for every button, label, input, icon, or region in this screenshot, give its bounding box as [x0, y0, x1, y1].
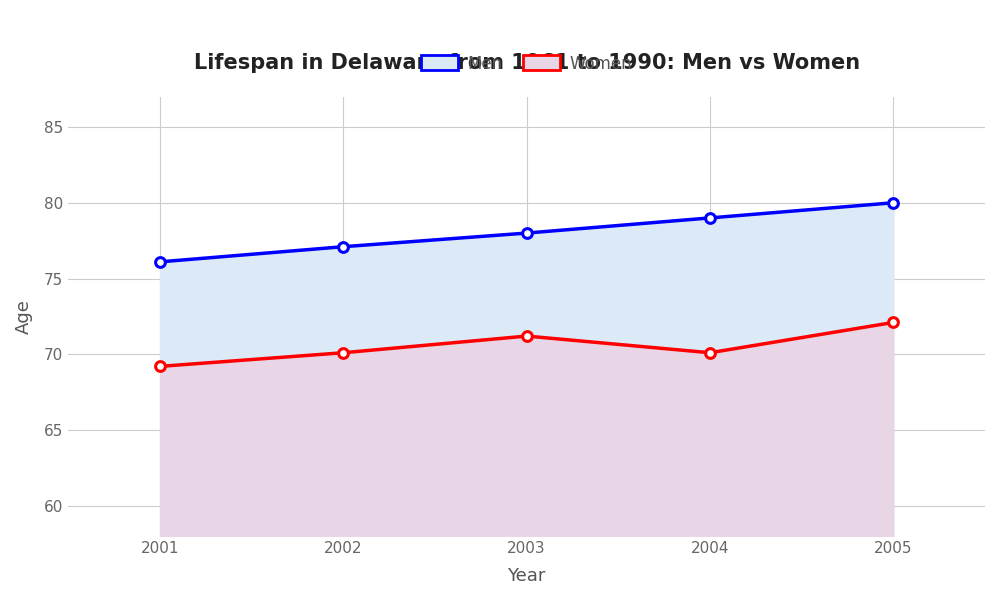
- Title: Lifespan in Delaware from 1961 to 1990: Men vs Women: Lifespan in Delaware from 1961 to 1990: …: [194, 53, 860, 73]
- Y-axis label: Age: Age: [15, 299, 33, 334]
- X-axis label: Year: Year: [507, 567, 546, 585]
- Legend: Men, Women: Men, Women: [414, 48, 639, 79]
